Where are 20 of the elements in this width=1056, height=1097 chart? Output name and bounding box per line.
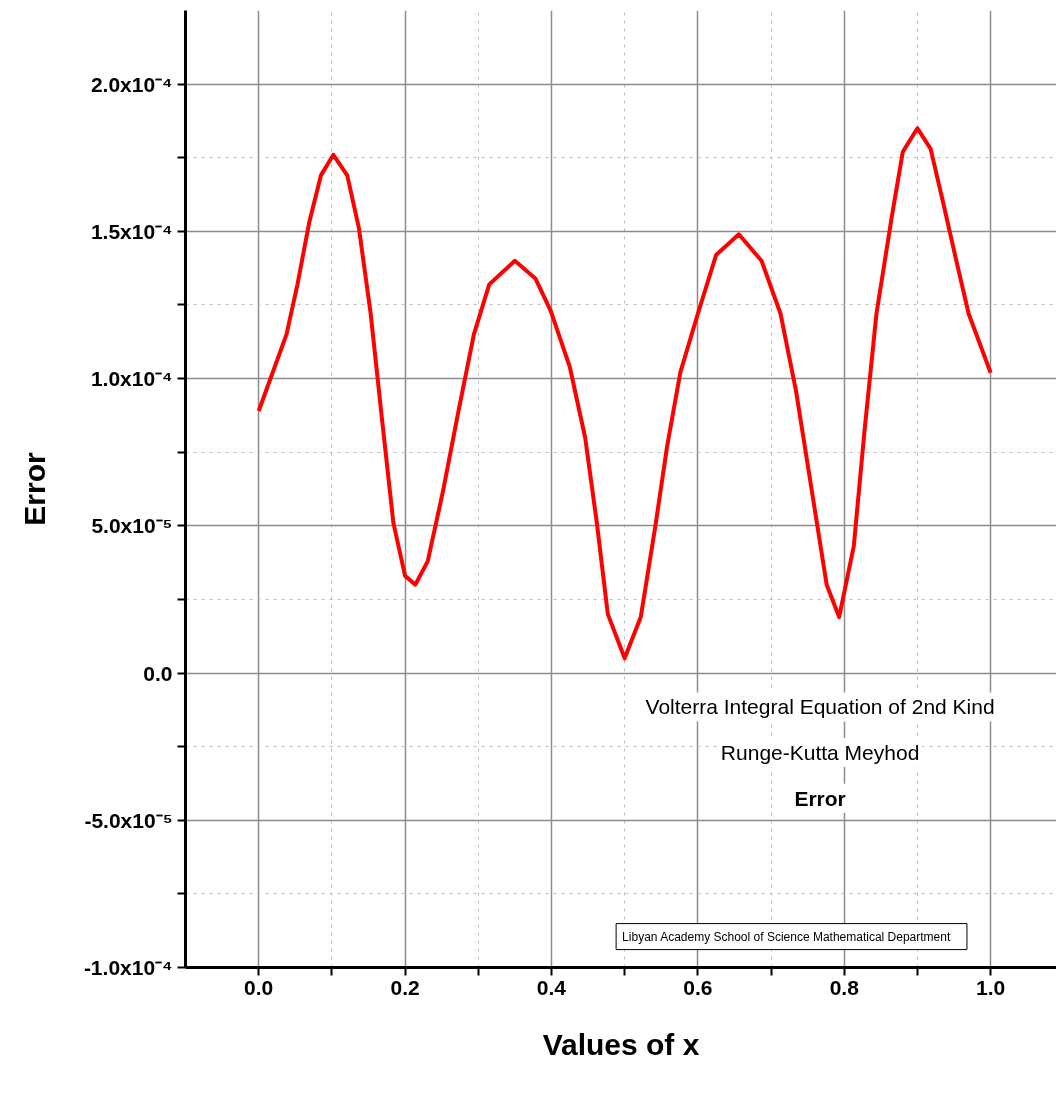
x-axis-title: Values of x (542, 1027, 700, 1061)
annotation: Libyan Academy School of Science Mathematical Department (622, 929, 951, 944)
annotation: Error (794, 786, 846, 810)
y-tick-label: 1.0x10⁻⁴ (90, 367, 173, 391)
x-tick-label: 1.0 (976, 975, 1006, 999)
annotation: Volterra Integral Equation of 2nd Kind (645, 695, 995, 719)
y-tick-label: 0.0 (143, 661, 173, 685)
x-tick-label: 0.0 (244, 975, 274, 999)
y-axis-title: Error (17, 452, 51, 526)
x-tick-label: 0.8 (829, 975, 860, 999)
y-tick-label: 2.0x10⁻⁴ (90, 72, 173, 96)
x-tick-label: 0.4 (536, 975, 567, 999)
line-series (256, 126, 993, 661)
annotation: Runge-Kutta Meyhod (720, 741, 920, 765)
y-tick-label: 1.5x10⁻⁴ (90, 219, 173, 243)
y-tick-label: -1.0x10⁻⁴ (83, 956, 173, 979)
y-tick-label: -5.0x10⁻⁵ (84, 808, 173, 832)
x-tick-label: 0.2 (390, 975, 420, 999)
y-tick-label: 5.0x10⁻⁵ (91, 514, 173, 538)
x-tick-label: 0.6 (683, 975, 713, 999)
